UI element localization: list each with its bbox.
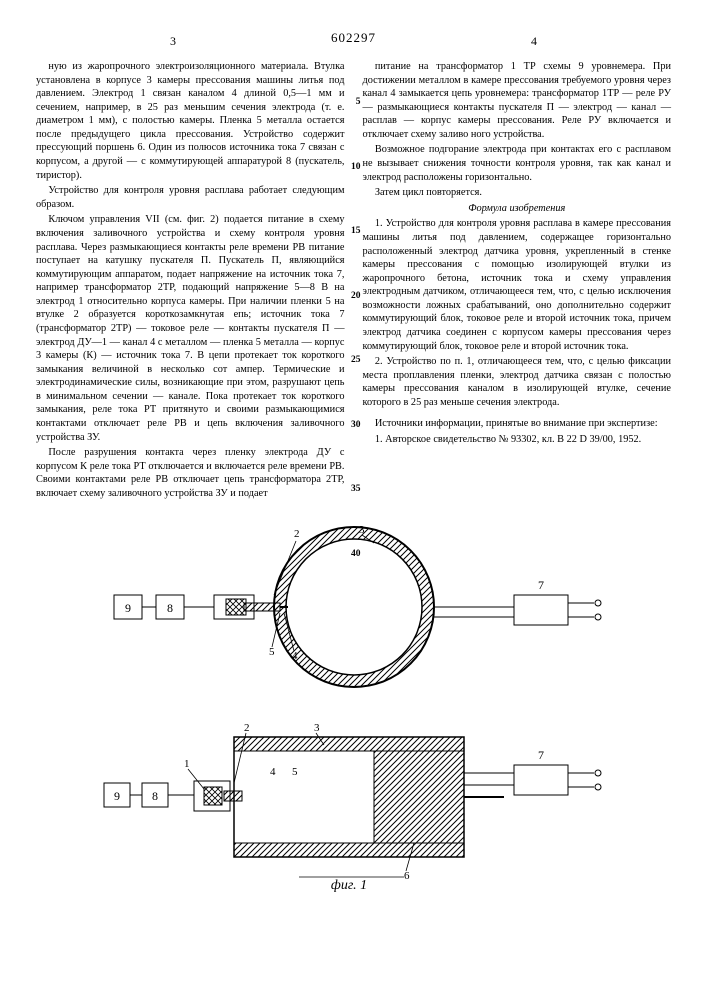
ln: 35 [349, 483, 361, 496]
label-2b: 2 [244, 722, 250, 734]
col-number-left: 3 [170, 34, 176, 49]
source-item: 1. Авторское свидетельство № 93302, кл. … [363, 433, 672, 447]
section-view: 9 8 7 1 2 3 4 [104, 722, 601, 893]
label-3b: 3 [314, 722, 320, 734]
ln: 30 [349, 419, 361, 432]
label-6: 6 [404, 870, 410, 882]
box7-label-top: 7 [538, 578, 544, 592]
right-column: 5 10 15 20 25 30 35 40 питание на трансф… [363, 60, 672, 503]
claim: 2. Устройство по п. 1, отличающееся тем,… [363, 355, 672, 409]
para: ную из жаропрочного электроизоляционного… [36, 60, 345, 182]
box8b-label: 8 [152, 789, 158, 803]
figure-1: 9 8 7 2 3 5 4 [36, 517, 671, 897]
label-5b: 5 [292, 766, 298, 778]
figure-caption: фиг. 1 [330, 878, 366, 893]
line-numbers: 5 10 15 20 25 30 35 40 [349, 60, 361, 560]
page: 602297 3 4 ную из жаропрочного электроиз… [0, 0, 707, 917]
para: Ключом управления VII (см. фиг. 2) подае… [36, 213, 345, 444]
para: Возможное подгорание электрода при конта… [363, 143, 672, 184]
box9b-label: 9 [114, 789, 120, 803]
ln: 5 [349, 96, 361, 109]
patent-number: 602297 [36, 30, 671, 46]
label-4: 4 [292, 650, 298, 662]
sources-title: Источники информации, принятые во вниман… [363, 417, 672, 431]
sources-block: Источники информации, принятые во вниман… [363, 417, 672, 446]
para: Затем цикл повторяется. [363, 186, 672, 200]
col-number-right: 4 [531, 34, 537, 49]
box9-label: 9 [125, 601, 131, 615]
label-1b: 1 [184, 758, 190, 770]
label-4b: 4 [270, 766, 276, 778]
para: Устройство для контроля уровня расплава … [36, 184, 345, 211]
ln: 15 [349, 225, 361, 238]
box8-label: 8 [167, 601, 173, 615]
ln: 40 [349, 548, 361, 561]
label-2: 2 [294, 528, 300, 540]
ln: 10 [349, 161, 361, 174]
formula-title: Формула изобретения [363, 202, 672, 216]
label-5: 5 [269, 646, 275, 658]
box7b-label: 7 [538, 748, 544, 762]
left-column: ную из жаропрочного электроизоляционного… [36, 60, 345, 503]
figure-svg: 9 8 7 2 3 5 4 [74, 517, 634, 897]
claim: 1. Устройство для контроля уровня распла… [363, 217, 672, 353]
ln: 20 [349, 290, 361, 303]
para: питание на трансформатор 1 ТР схемы 9 ур… [363, 60, 672, 141]
para: После разрушения контакта через пленку э… [36, 446, 345, 500]
ln: 25 [349, 354, 361, 367]
text-columns: ную из жаропрочного электроизоляционного… [36, 60, 671, 503]
